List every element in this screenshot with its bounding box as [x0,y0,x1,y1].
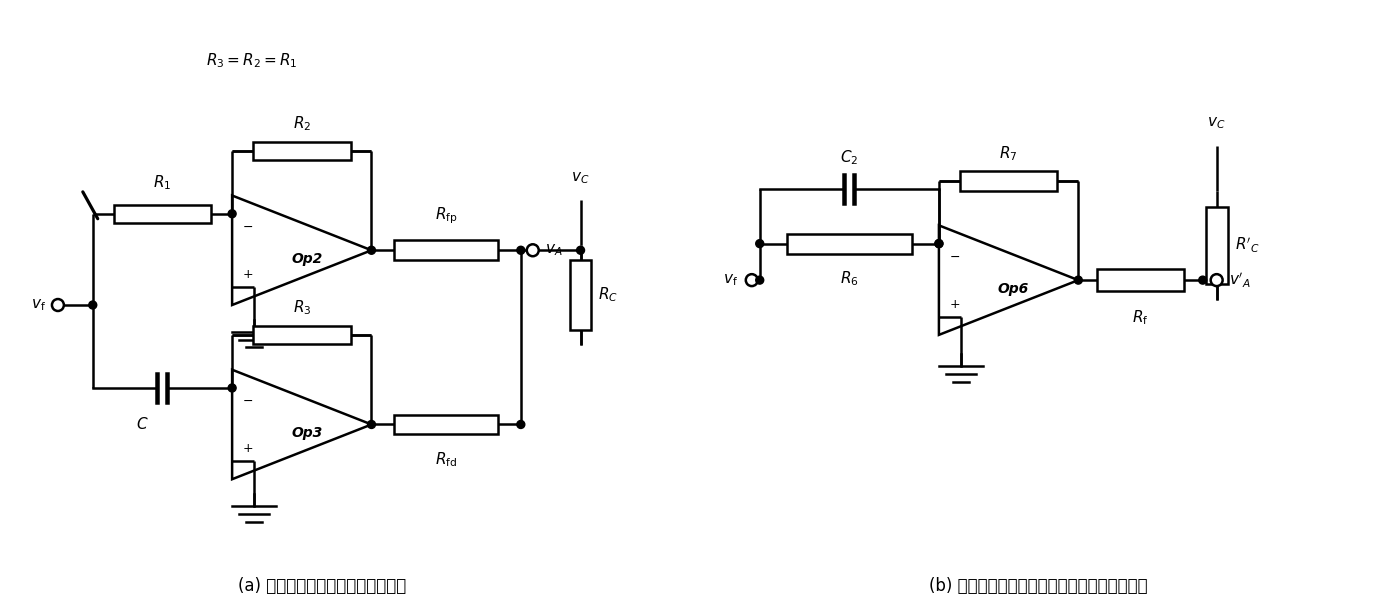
Text: $v_A$: $v_A$ [545,242,563,258]
Circle shape [1198,276,1207,284]
Bar [393,240,498,260]
Text: $R_3$: $R_3$ [293,298,311,317]
Circle shape [935,240,942,248]
Circle shape [526,244,539,256]
Text: $-$: $-$ [949,250,960,263]
Circle shape [517,246,525,254]
Text: $R_{\mathrm{fd}}$: $R_{\mathrm{fd}}$ [435,450,458,469]
Text: $R'_C$: $R'_C$ [1235,236,1259,255]
Text: $R_C$: $R_C$ [598,286,619,304]
Circle shape [228,384,237,392]
Circle shape [756,240,764,248]
Text: $-$: $-$ [242,220,253,232]
Bar [253,141,350,160]
Text: $v_{\mathrm{f}}$: $v_{\mathrm{f}}$ [31,297,46,313]
Text: $R_1$: $R_1$ [153,173,172,192]
Circle shape [756,276,764,284]
Text: $-$: $-$ [242,394,253,407]
Text: Op3: Op3 [291,426,322,440]
Bar [253,326,350,344]
Text: $R_{\mathrm{f}}$: $R_{\mathrm{f}}$ [1133,308,1149,327]
Bar [570,260,591,330]
Bar [960,170,1057,191]
Text: $+$: $+$ [242,442,253,455]
Bar [1098,269,1184,291]
Bar [1205,207,1228,284]
Circle shape [368,246,375,254]
Text: Op2: Op2 [291,252,322,266]
Text: $v_C$: $v_C$ [1207,115,1226,131]
Circle shape [1211,274,1222,286]
Text: $R_{\mathrm{fp}}$: $R_{\mathrm{fp}}$ [435,206,458,226]
Text: $v_C$: $v_C$ [571,170,589,186]
Circle shape [228,210,237,218]
Text: $+$: $+$ [242,268,253,281]
Circle shape [368,421,375,429]
Circle shape [52,299,64,311]
Text: $C$: $C$ [136,416,148,432]
Circle shape [935,240,942,248]
Text: $v_{\mathrm{f}}$: $v_{\mathrm{f}}$ [722,272,738,288]
Text: $+$: $+$ [949,298,960,311]
Circle shape [577,246,585,254]
Circle shape [88,301,97,309]
Text: $R_7$: $R_7$ [1000,144,1018,162]
Text: (b) 利用一个运算放大器完成比例与微分的方式: (b) 利用一个运算放大器完成比例与微分的方式 [930,577,1148,595]
Text: $R_3=R_2=R_1$: $R_3=R_2=R_1$ [206,52,298,71]
Text: $R_6$: $R_6$ [840,269,858,288]
Text: $C_2$: $C_2$ [840,148,858,167]
Circle shape [746,274,757,286]
Bar [787,234,911,253]
Circle shape [517,421,525,429]
Text: Op6: Op6 [998,282,1029,296]
Bar [113,205,211,223]
Bar [393,415,498,434]
Text: (a) 分别利用两个运算放大器的方式: (a) 分别利用两个运算放大器的方式 [238,577,406,595]
Text: $R_2$: $R_2$ [293,114,311,133]
Circle shape [1074,276,1082,284]
Text: $v'_A$: $v'_A$ [1229,271,1250,290]
